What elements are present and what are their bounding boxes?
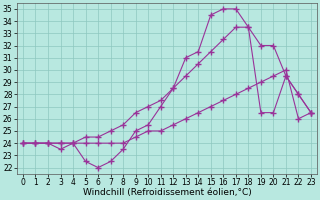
X-axis label: Windchill (Refroidissement éolien,°C): Windchill (Refroidissement éolien,°C) (83, 188, 251, 197)
